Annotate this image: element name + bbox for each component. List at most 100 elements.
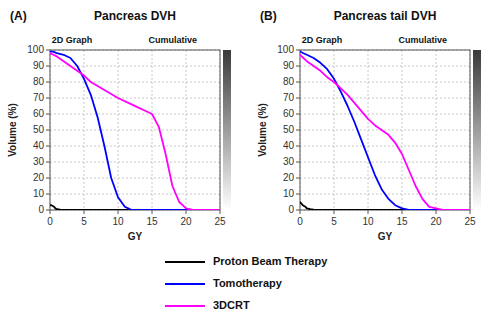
tick-mark (296, 50, 300, 51)
tick-label: 20 (283, 172, 295, 183)
tick-mark (186, 210, 187, 214)
tick-label: 10 (112, 216, 124, 227)
tick-mark (50, 210, 51, 214)
tick-label: 40 (33, 140, 45, 151)
legend-swatch (165, 261, 205, 263)
tick-mark (402, 210, 403, 214)
grid-line (300, 66, 470, 67)
tick-mark (296, 114, 300, 115)
gradient-bar (223, 50, 231, 210)
series-line (50, 52, 220, 210)
tick-mark (296, 146, 300, 147)
series-line (300, 52, 470, 210)
tick-label: 25 (214, 216, 226, 227)
panel: 05101520250102030405060708090100Pancreas… (7, 9, 231, 242)
y-axis-label: Volume (%) (257, 103, 268, 157)
series-group (300, 52, 470, 210)
tick-mark (296, 162, 300, 163)
tick-mark (220, 210, 221, 214)
tick-label: 5 (81, 216, 87, 227)
grid-line (50, 162, 220, 163)
grid-line (300, 114, 470, 115)
tick-mark (46, 130, 50, 131)
tick-mark (152, 210, 153, 214)
annotation: (A) (10, 9, 27, 23)
grid-line (50, 194, 220, 195)
tick-label: 15 (396, 216, 408, 227)
annotation: 2D Graph (52, 35, 93, 45)
tick-label: 10 (283, 188, 295, 199)
grid-line (50, 130, 220, 131)
tick-label: 50 (283, 124, 295, 135)
tick-mark (296, 98, 300, 99)
grid-line (300, 178, 470, 179)
chart-title: Pancreas tail DVH (334, 9, 437, 23)
tick-label: 40 (283, 140, 295, 151)
tick-mark (46, 194, 50, 195)
tick-mark (46, 178, 50, 179)
x-axis-label: GY (378, 231, 393, 242)
series-line (50, 53, 220, 210)
tick-mark (46, 98, 50, 99)
gradient-bar (473, 50, 481, 210)
tick-label: 50 (33, 124, 45, 135)
tick-label: 10 (362, 216, 374, 227)
tick-label: 70 (283, 92, 295, 103)
tick-mark (296, 82, 300, 83)
legend-swatch (165, 283, 205, 285)
tick-mark (296, 210, 300, 211)
tick-label: 90 (283, 60, 295, 71)
tick-mark (296, 66, 300, 67)
series-line (300, 202, 470, 210)
tick-mark (436, 210, 437, 214)
tick-mark (84, 210, 85, 214)
plot-frame (300, 50, 470, 210)
y-axis-label: Volume (%) (7, 103, 18, 157)
grid-line (50, 178, 220, 179)
grid-line (300, 130, 470, 131)
tick-label: 80 (33, 76, 45, 87)
x-axis-label: GY (128, 231, 143, 242)
tick-mark (46, 162, 50, 163)
tick-label: 80 (283, 76, 295, 87)
legend-label: Proton Beam Therapy (213, 255, 328, 267)
annotation: (B) (260, 9, 277, 23)
tick-mark (300, 210, 301, 214)
tick-label: 20 (180, 216, 192, 227)
tick-label: 60 (33, 108, 45, 119)
annotation: 2D Graph (302, 35, 343, 45)
tick-label: 20 (33, 172, 45, 183)
plot-frame (50, 50, 220, 210)
grid-line (300, 162, 470, 163)
tick-mark (46, 114, 50, 115)
tick-label: 15 (146, 216, 158, 227)
grid-line (50, 66, 220, 67)
tick-mark (470, 210, 471, 214)
tick-mark (334, 210, 335, 214)
tick-label: 25 (464, 216, 476, 227)
grid-line (50, 146, 220, 147)
tick-mark (118, 210, 119, 214)
plot-area (50, 50, 220, 210)
grid-line (50, 82, 220, 83)
grid-line (50, 98, 220, 99)
tick-label: 90 (33, 60, 45, 71)
tick-label: 0 (47, 216, 53, 227)
series-line (300, 55, 470, 210)
tick-label: 5 (331, 216, 337, 227)
tick-mark (46, 66, 50, 67)
tick-label: 0 (288, 204, 294, 215)
tick-label: 30 (283, 156, 295, 167)
grid-line (50, 114, 220, 115)
annotation: Cumulative (399, 35, 448, 45)
grid-line (300, 146, 470, 147)
legend: Proton Beam TherapyTomotherapy3DCRT (165, 255, 328, 311)
annotation: Cumulative (149, 35, 198, 45)
tick-mark (46, 82, 50, 83)
grid-line (300, 82, 470, 83)
tick-mark (368, 210, 369, 214)
tick-label: 70 (33, 92, 45, 103)
tick-label: 30 (33, 156, 45, 167)
panel: 05101520250102030405060708090100Pancreas… (257, 9, 481, 242)
series-group (50, 52, 220, 210)
